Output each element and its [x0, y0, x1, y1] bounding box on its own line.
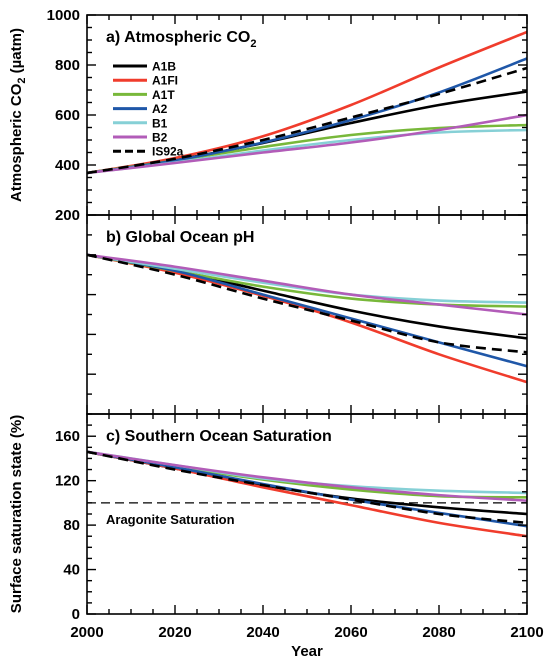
y-tick-label: 40	[63, 562, 80, 579]
y-tick-label: 800	[55, 57, 80, 74]
legend-label: A1FI	[152, 74, 178, 88]
panel-title: c) Southern Ocean Saturation	[106, 428, 332, 445]
legend-label: B2	[152, 131, 168, 145]
y-tick-label: 80	[63, 517, 80, 534]
series-line-b2	[87, 450, 527, 502]
legend-label: A1T	[152, 88, 175, 102]
panel-a: 200 400 600 800 1000 a) Atmospheric CO2 Atmosp…	[8, 7, 528, 224]
x-axis-label: Year	[291, 643, 323, 660]
x-tick-label: 2020	[158, 624, 191, 641]
y-tick-label: 200	[55, 207, 80, 224]
series-line-is92a	[87, 450, 527, 525]
series-line-b2	[87, 113, 527, 175]
series-line-is92a	[87, 253, 527, 354]
series-line-b1	[87, 450, 527, 495]
series-line-is92a	[87, 66, 527, 175]
series-line-a2	[87, 450, 527, 528]
y-tick-label: 400	[55, 157, 80, 174]
series-line-a2	[87, 57, 527, 175]
aragonite-saturation-label: Aragonite Saturation	[106, 512, 235, 527]
y-tick-label: 600	[55, 107, 80, 124]
legend-label: A2	[152, 102, 168, 116]
series-line-a1fi	[87, 30, 527, 175]
x-axis: 2000 2020 2040 2060 2080 2100 Year	[70, 624, 543, 660]
panel-c: Aragonite Saturation 0 40 80 120 160 c) Southe…	[8, 413, 528, 623]
series-line-a1fi	[87, 253, 527, 384]
x-tick-label: 2060	[334, 624, 367, 641]
y-axis-label: Surface saturation state (%)	[8, 415, 25, 613]
x-tick-label: 2080	[422, 624, 455, 641]
y-tick-label: 120	[55, 473, 80, 490]
legend-label: IS92a	[152, 145, 184, 159]
series-line-b1	[87, 253, 527, 304]
panel-b: b) Global Ocean pH	[86, 214, 528, 415]
legend-label: B1	[152, 116, 168, 130]
y-tick-label: 160	[55, 428, 80, 445]
x-tick-label: 2000	[70, 624, 103, 641]
x-tick-label: 2040	[246, 624, 279, 641]
y-axis-label: Atmospheric CO2 (µatm)	[8, 28, 28, 202]
y-tick-label: 1000	[47, 7, 80, 24]
series-line-b2	[87, 253, 527, 316]
x-tick-label: 2100	[510, 624, 543, 641]
panel-title: a) Atmospheric CO2	[106, 29, 256, 50]
legend-label: A1B	[152, 60, 176, 74]
panel-title: b) Global Ocean pH	[106, 229, 254, 246]
y-tick-label: 0	[72, 606, 80, 623]
